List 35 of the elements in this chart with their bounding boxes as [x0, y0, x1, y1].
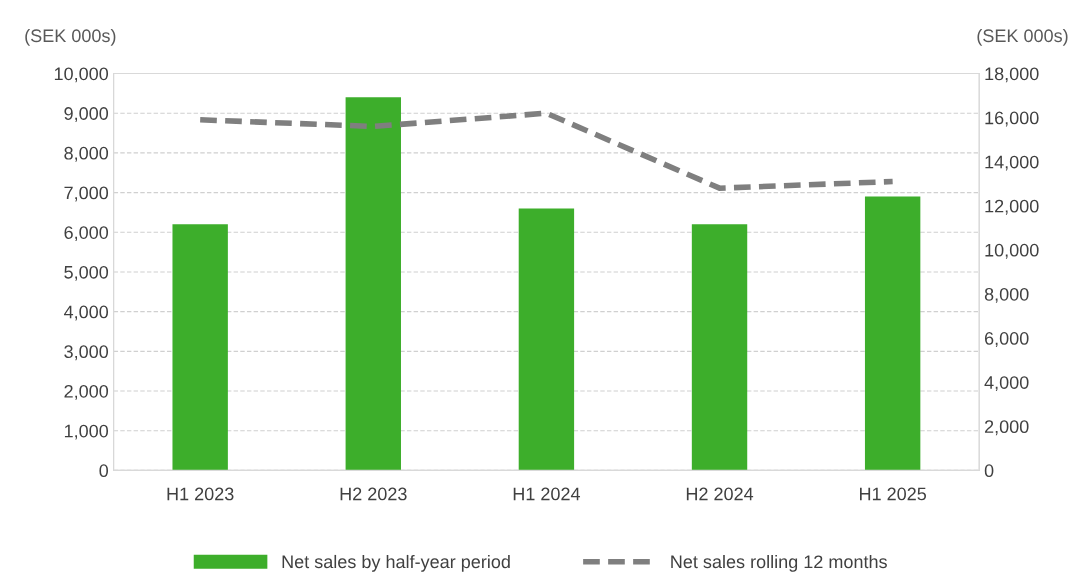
y-tick-label: 7,000 [64, 186, 109, 202]
x-tick-label: H2 2024 [686, 487, 754, 501]
x-tick-label: H1 2024 [513, 487, 581, 501]
y-tick-label: 5,000 [64, 265, 109, 281]
y-axis-title: (SEK 000s) [25, 28, 116, 46]
legend-label: Net sales by half-year period [282, 554, 510, 572]
y2-axis-title: (SEK 000s) [977, 28, 1068, 46]
x-tick-label: H2 2023 [340, 487, 407, 501]
x-tick-label: H1 2025 [860, 487, 927, 501]
y2-tick-label: 4,000 [984, 376, 1029, 392]
y-tick-label: 2,000 [64, 384, 109, 400]
y-tick-label: 3,000 [64, 345, 109, 361]
y2-tick-label: 16,000 [985, 111, 1039, 127]
y-tick-label: 6,000 [64, 226, 109, 242]
y2-tick-label: 6,000 [984, 332, 1029, 347]
bar [172, 224, 228, 471]
legend-label: Net sales rolling 12 months [671, 554, 887, 572]
y2-tick-label: 14,000 [985, 155, 1039, 171]
y-tick-label: 4,000 [63, 305, 109, 321]
bar [864, 196, 921, 471]
y2-tick-label: 18,000 [985, 67, 1039, 83]
y-tick-label: 9,000 [64, 107, 109, 123]
y2-tick-label: 10,000 [985, 243, 1039, 259]
y-tick-label: 8,000 [64, 146, 109, 162]
y2-tick-label: 8,000 [984, 287, 1029, 303]
y-tick-label: 0 [99, 464, 109, 478]
y2-tick-label: 0 [984, 464, 994, 478]
x-tick-label: H1 2023 [167, 487, 234, 501]
bar [518, 208, 575, 471]
y2-tick-label: 2,000 [984, 420, 1029, 436]
bar [345, 97, 401, 471]
bar [691, 224, 748, 471]
y-tick-label: 10,000 [54, 67, 109, 83]
y-tick-label: 1,000 [64, 424, 109, 440]
y2-tick-label: 12,000 [985, 199, 1039, 215]
